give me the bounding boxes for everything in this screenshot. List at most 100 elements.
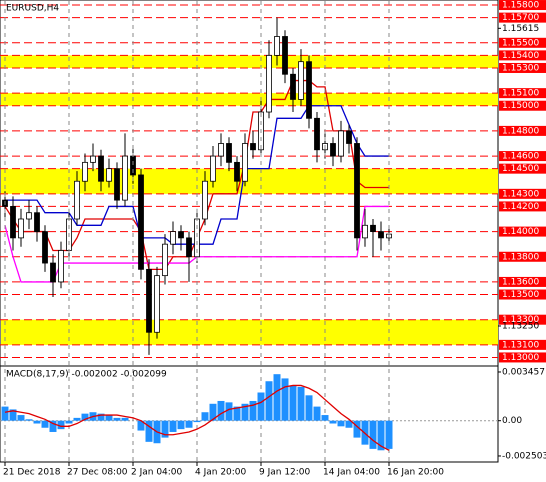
level-label-bg — [499, 314, 546, 325]
candle-body — [34, 212, 40, 232]
x-tick-label: 16 Jan 20:00 — [387, 468, 444, 478]
macd-bar — [257, 392, 265, 421]
level-label: 1.14500 — [502, 164, 539, 174]
level-label-bg — [499, 100, 546, 111]
candle-body — [314, 117, 320, 151]
macd-bar — [105, 415, 113, 421]
macd-bar — [185, 420, 193, 428]
macd-bar — [217, 400, 225, 421]
macd-bar — [17, 415, 25, 421]
candle-body — [234, 161, 240, 182]
level-label: 1.13800 — [502, 252, 539, 262]
y-tick-label: 0.00 — [502, 416, 522, 426]
candle-body — [98, 155, 104, 182]
macd-bar — [193, 420, 201, 423]
macd-bar — [337, 420, 345, 427]
indicator-line — [4, 384, 390, 451]
macd-bar — [385, 420, 393, 449]
level-label-bg — [499, 163, 546, 174]
level-label: 1.14300 — [502, 189, 539, 199]
macd-bar — [65, 420, 73, 424]
candle-body — [330, 143, 336, 157]
candle-body — [82, 161, 88, 182]
level-label: 1.15500 — [502, 38, 539, 48]
macd-bar — [1, 406, 9, 421]
level-label: 1.14800 — [502, 126, 539, 136]
macd-bar — [265, 381, 273, 421]
level-label-bg — [499, 12, 546, 23]
level-label-bg — [499, 339, 546, 350]
level-label-bg — [499, 88, 546, 99]
level-label-bg — [499, 201, 546, 212]
macd-bar — [297, 386, 305, 421]
candle-body — [202, 180, 208, 220]
level-label: 1.13000 — [502, 353, 539, 363]
macd-bar — [97, 413, 105, 421]
macd-bar — [121, 417, 129, 421]
candle-body — [266, 54, 272, 113]
macd-bar — [177, 420, 185, 430]
macd-bar — [201, 412, 209, 421]
candle-body — [354, 143, 360, 239]
level-label: 1.14600 — [502, 152, 539, 162]
macd-bar — [233, 406, 241, 421]
indicator-title: MACD(8,17,9) -0.002002 -0.002099 — [6, 370, 167, 380]
candle-body — [274, 36, 280, 56]
macd-bar — [289, 385, 297, 421]
macd-bar — [161, 420, 169, 438]
level-label: 1.15800 — [502, 1, 539, 11]
candle-body — [50, 262, 56, 283]
candle-body — [162, 243, 168, 277]
candle-body — [18, 218, 24, 239]
macd-bar — [25, 419, 33, 421]
candle-body — [26, 212, 32, 220]
macd-bar — [321, 415, 329, 421]
y-tick-label: 0.003457 — [502, 367, 545, 377]
macd-bar — [169, 420, 177, 432]
candle-body — [250, 143, 256, 151]
macd-bar — [145, 420, 153, 442]
level-label-bg — [499, 251, 546, 262]
candle-body — [42, 231, 48, 264]
candle-body — [298, 61, 304, 100]
level-label: 1.13600 — [502, 277, 539, 287]
chart-title: EURUSD,H4 — [6, 4, 59, 14]
level-label-bg — [499, 226, 546, 237]
zone — [1, 55, 498, 68]
x-tick-label: 9 Jan 12:00 — [259, 468, 311, 478]
macd-bar — [345, 420, 353, 428]
level-label-bg — [499, 289, 546, 300]
macd-bar — [225, 402, 233, 421]
level-label-bg — [499, 50, 546, 61]
macd-bar — [81, 413, 89, 421]
y-tick-label: 1.15615 — [502, 24, 539, 34]
candle-body — [114, 168, 120, 201]
level-label-bg — [499, 188, 546, 199]
y-tick-label: 1.13250 — [502, 321, 539, 331]
macd-bar — [41, 420, 49, 428]
candle-body — [146, 268, 152, 333]
macd-bar — [329, 420, 337, 424]
level-label-bg — [499, 0, 546, 11]
macd-bar — [49, 420, 57, 432]
macd-bar — [313, 406, 321, 421]
macd-bar — [305, 395, 313, 421]
macd-bar — [33, 420, 41, 424]
candle-body — [290, 73, 296, 100]
candle-body — [242, 143, 248, 182]
x-tick-label: 2 Jan 04:00 — [131, 468, 183, 478]
macd-bar — [281, 378, 289, 421]
candle-body — [74, 180, 80, 220]
x-tick-label: 14 Jan 04:00 — [323, 468, 380, 478]
candle-body — [210, 155, 216, 182]
candle-body — [58, 250, 64, 283]
level-label-bg — [499, 62, 546, 73]
macd-bar — [9, 409, 17, 421]
zone — [1, 319, 498, 345]
macd-bar — [209, 403, 217, 421]
macd-bar — [113, 417, 121, 421]
macd-bar — [241, 403, 249, 421]
level-label-bg — [499, 276, 546, 287]
candle-body — [346, 130, 352, 144]
